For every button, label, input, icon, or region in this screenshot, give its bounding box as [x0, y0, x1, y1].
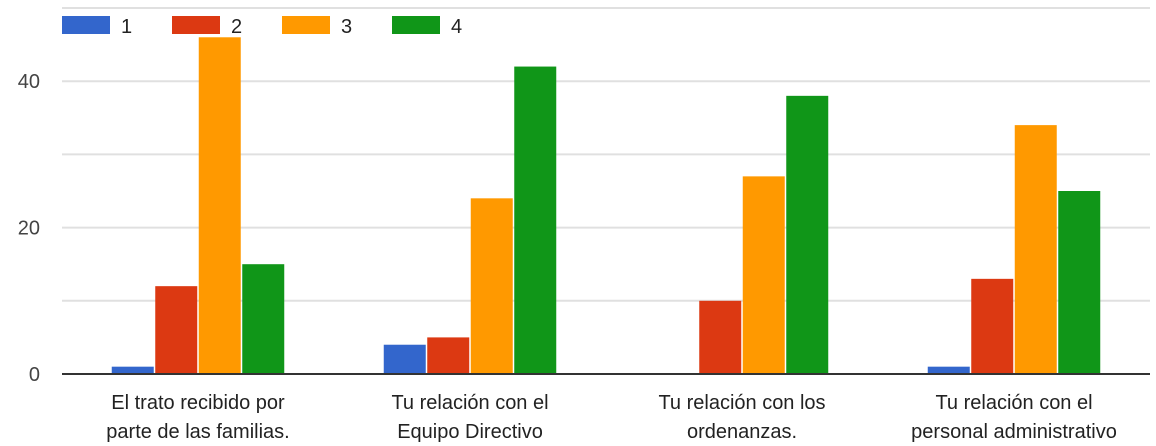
x-category-label: Equipo Directivo	[397, 421, 543, 443]
y-axis-ticks: 0 20 40	[18, 71, 40, 386]
legend-label-1[interactable]: 1	[121, 16, 132, 38]
x-category-label: Tu relación con el	[391, 392, 548, 414]
legend-swatch-3[interactable]	[282, 16, 330, 34]
x-category-label: Tu relación con los	[658, 392, 825, 414]
x-category-label: personal administrativo	[911, 421, 1117, 443]
x-category-label: El trato recibido por	[111, 392, 285, 414]
bar-series-3-cat-1[interactable]	[198, 37, 241, 374]
legend[interactable]: 1 2 3 4	[62, 16, 462, 38]
legend-label-2[interactable]: 2	[231, 16, 242, 38]
bar-series-3-cat-3[interactable]	[742, 176, 785, 374]
bar-series-1-cat-4[interactable]	[927, 366, 970, 374]
y-tick-label: 0	[29, 364, 40, 386]
gridlines	[62, 7, 1150, 302]
bars	[111, 37, 1101, 375]
bar-series-3-cat-2[interactable]	[470, 198, 513, 374]
bar-series-4-cat-3[interactable]	[786, 95, 829, 374]
x-category-label: ordenanzas.	[687, 421, 797, 443]
legend-swatch-4[interactable]	[392, 16, 440, 34]
bar-series-4-cat-2[interactable]	[514, 66, 557, 374]
x-category-label: Tu relación con el	[935, 392, 1092, 414]
bar-series-4-cat-4[interactable]	[1058, 191, 1101, 374]
legend-label-3[interactable]: 3	[341, 16, 352, 38]
legend-swatch-2[interactable]	[172, 16, 220, 34]
bar-series-2-cat-2[interactable]	[427, 337, 470, 374]
bar-series-2-cat-3[interactable]	[699, 300, 742, 374]
bar-series-3-cat-4[interactable]	[1014, 125, 1057, 375]
legend-label-4[interactable]: 4	[451, 16, 462, 38]
bar-series-1-cat-1[interactable]	[111, 366, 154, 374]
legend-swatch-1[interactable]	[62, 16, 110, 34]
bar-series-2-cat-1[interactable]	[155, 286, 198, 374]
bar-series-4-cat-1[interactable]	[242, 264, 285, 374]
bar-series-1-cat-2[interactable]	[383, 344, 426, 374]
x-axis-categories: El trato recibido por parte de las famili…	[106, 392, 1117, 443]
y-tick-label: 40	[18, 71, 40, 93]
y-tick-label: 20	[18, 218, 40, 240]
x-category-label: parte de las familias.	[106, 421, 289, 443]
bar-series-2-cat-4[interactable]	[971, 278, 1014, 374]
